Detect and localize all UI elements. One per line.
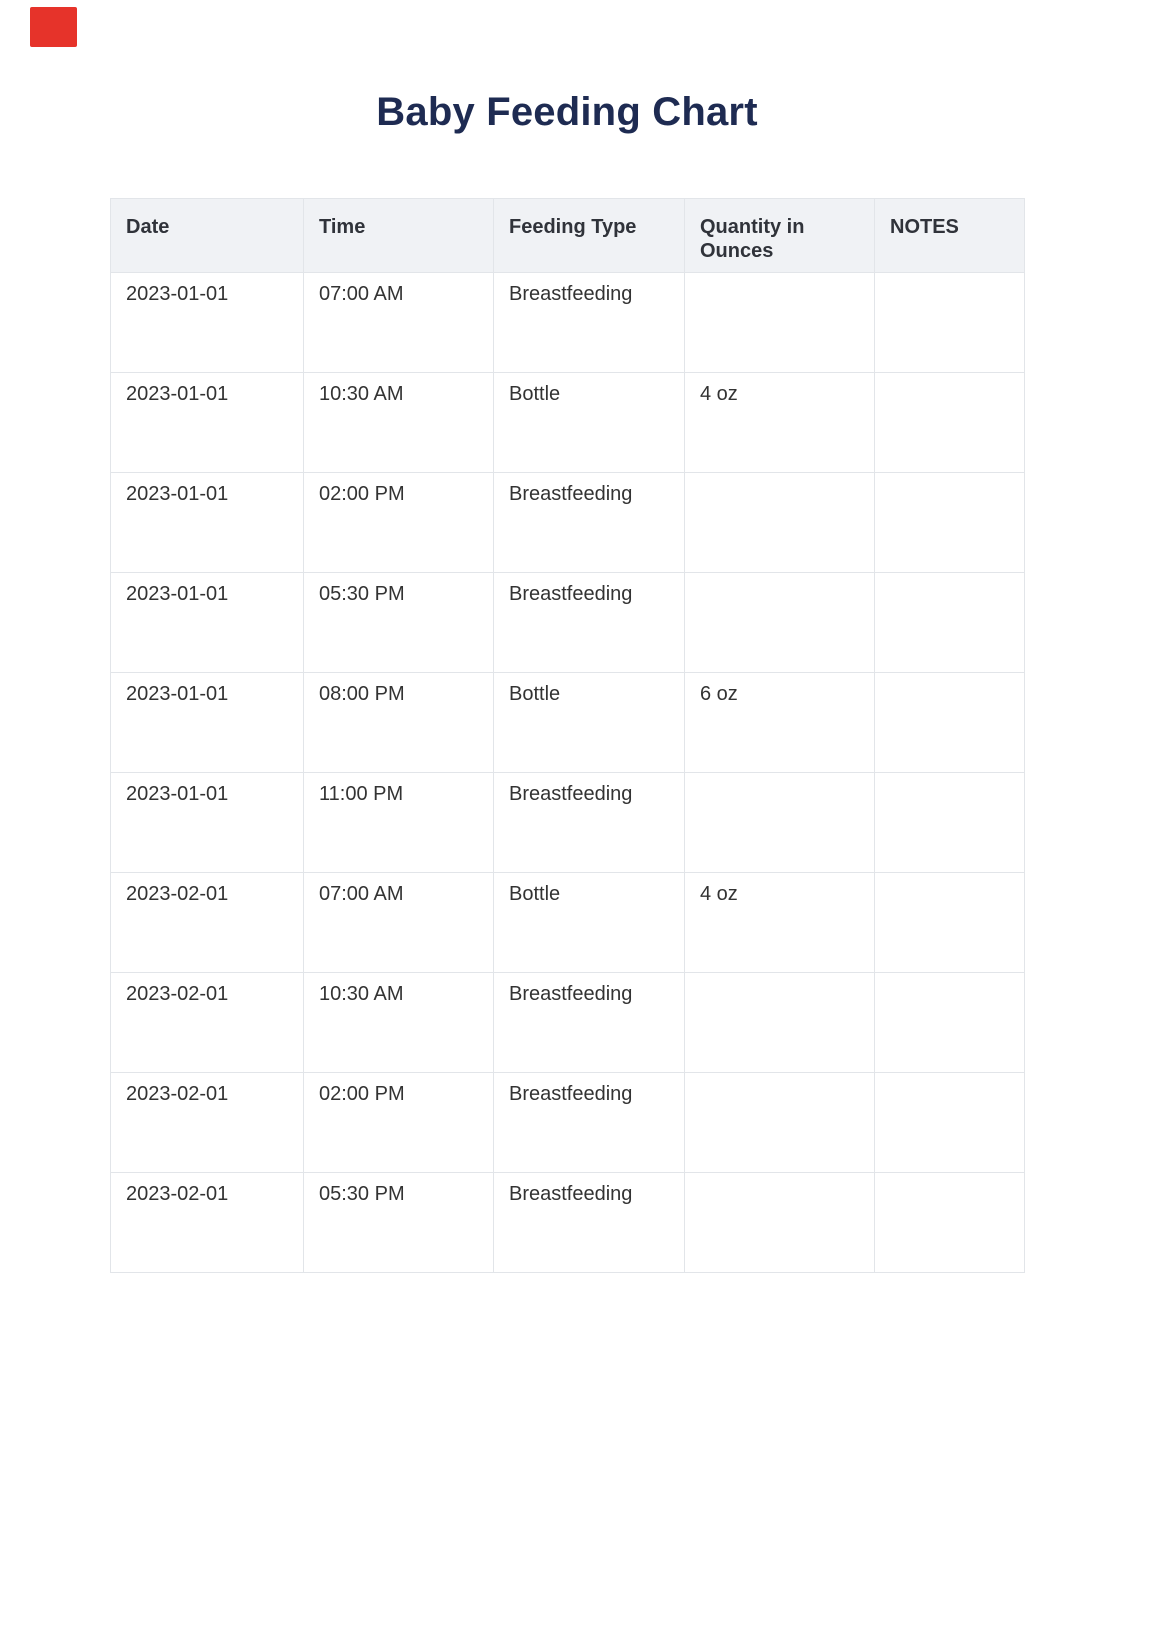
table-cell [684,772,875,873]
table-row: 2023-02-01 02:00 PM Breastfeeding [110,1072,1025,1173]
table-cell: 07:00 AM [303,272,494,373]
table-cell: 05:30 PM [303,572,494,673]
table-cell [874,972,1025,1073]
column-header: Date [110,198,304,273]
table-cell: 02:00 PM [303,472,494,573]
table-cell: 2023-01-01 [110,772,304,873]
column-header: Time [303,198,494,273]
table-cell [874,1072,1025,1173]
table-row: 2023-01-01 05:30 PM Breastfeeding [110,572,1025,673]
table-cell: 4 oz [684,372,875,473]
table-cell: Bottle [493,372,685,473]
table-cell: 6 oz [684,672,875,773]
table-cell: 2023-02-01 [110,1072,304,1173]
table-cell: 10:30 AM [303,372,494,473]
table-cell: 08:00 PM [303,672,494,773]
table-cell: 05:30 PM [303,1172,494,1273]
table-cell [684,972,875,1073]
table-cell [874,772,1025,873]
table-cell: Breastfeeding [493,972,685,1073]
table-cell [874,272,1025,373]
table-cell: Breastfeeding [493,572,685,673]
document-page: Baby Feeding Chart Date Time Feeding Type Q… [110,0,1025,1273]
table-cell: 2023-02-01 [110,972,304,1073]
red-marker [30,7,77,47]
table-cell [874,872,1025,973]
table-cell: 10:30 AM [303,972,494,1073]
column-header: Quantity in Ounces [684,198,875,273]
table-cell [874,672,1025,773]
page-title: Baby Feeding Chart [376,90,758,134]
table-cell: Breastfeeding [493,1172,685,1273]
table-row: 2023-02-01 05:30 PM Breastfeeding [110,1172,1025,1273]
table-cell [684,1072,875,1173]
table-row: 2023-01-01 08:00 PM Bottle 6 oz [110,672,1025,773]
table-cell: 2023-01-01 [110,472,304,573]
table-cell: 4 oz [684,872,875,973]
table-cell: Bottle [493,672,685,773]
table-row: 2023-02-01 10:30 AM Breastfeeding [110,972,1025,1073]
table-cell: Breastfeeding [493,472,685,573]
feeding-table: Date Time Feeding Type Quantity in Ounces NO… [110,198,1025,1273]
table-cell: Bottle [493,872,685,973]
table-cell: 2023-01-01 [110,572,304,673]
table-row: 2023-01-01 10:30 AM Bottle 4 oz [110,372,1025,473]
table-cell: 07:00 AM [303,872,494,973]
table-cell [874,1172,1025,1273]
table-cell: 2023-01-01 [110,672,304,773]
table-row: 2023-01-01 07:00 AM Breastfeeding [110,272,1025,373]
table-row: 2023-01-01 11:00 PM Breastfeeding [110,772,1025,873]
table-cell: Breastfeeding [493,1072,685,1173]
table-cell: 02:00 PM [303,1072,494,1173]
column-header: NOTES [874,198,1025,273]
table-cell: Breastfeeding [493,272,685,373]
table-row: 2023-01-01 02:00 PM Breastfeeding [110,472,1025,573]
column-header: Feeding Type [493,198,685,273]
table-cell [684,472,875,573]
table-cell [874,372,1025,473]
table-cell [684,572,875,673]
table-cell: 2023-01-01 [110,272,304,373]
table-cell [684,272,875,373]
table-cell: 2023-02-01 [110,1172,304,1273]
table-header-row: Date Time Feeding Type Quantity in Ounces NO… [110,198,1025,273]
table-row: 2023-02-01 07:00 AM Bottle 4 oz [110,872,1025,973]
table-cell: 2023-01-01 [110,372,304,473]
table-cell: Breastfeeding [493,772,685,873]
table-cell [684,1172,875,1273]
table-cell [874,472,1025,573]
table-cell: 2023-02-01 [110,872,304,973]
table-cell [874,572,1025,673]
table-cell: 11:00 PM [303,772,494,873]
